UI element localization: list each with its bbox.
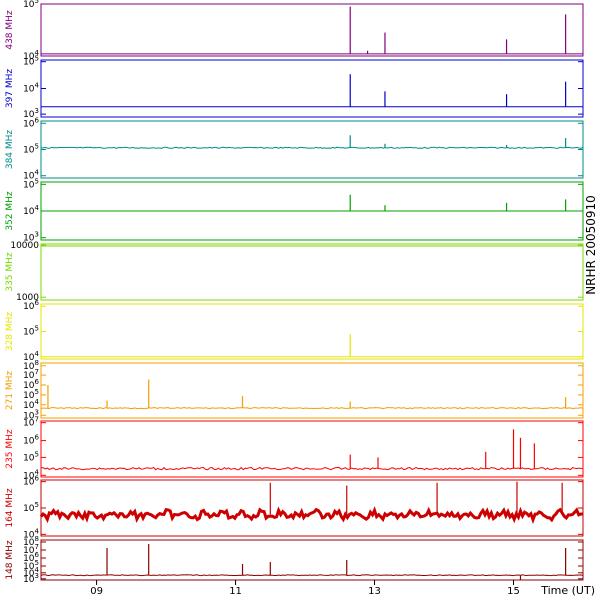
x-axis-label: Time (UT)	[540, 584, 595, 597]
x-tick-label: 09	[90, 586, 103, 597]
panel-label: 352 MHz	[5, 191, 15, 231]
y-tick-label: 104	[23, 204, 39, 217]
panel-frame	[40, 59, 584, 118]
y-tick-label: 104	[23, 82, 39, 95]
panel-frame	[40, 303, 584, 360]
panel-frame	[40, 3, 584, 57]
y-tick-label: 1000	[16, 293, 39, 303]
panel-label: 335 MHz	[5, 252, 15, 292]
x-tick-label: 15	[507, 586, 520, 597]
panel-label: 271 MHz	[5, 371, 15, 411]
panel-label: 328 MHz	[5, 312, 15, 352]
series-trace	[40, 407, 584, 410]
panel-frame	[40, 243, 584, 301]
series-trace	[40, 146, 584, 149]
panel-frame	[40, 120, 584, 179]
series-trace	[40, 574, 584, 577]
panel-label: 148 MHz	[5, 540, 15, 580]
series-trace	[39, 506, 583, 525]
panel-label: 438 MHz	[5, 10, 15, 50]
panel-frame	[40, 362, 584, 419]
x-tick-label: 13	[368, 586, 381, 597]
y-tick-label: 105	[23, 0, 39, 10]
x-tick-label: 11	[229, 586, 242, 597]
y-tick-label: 105	[23, 450, 39, 463]
series-trace	[40, 466, 584, 471]
panel-frame	[40, 479, 584, 537]
y-tick-label: 105	[23, 143, 39, 156]
y-tick-label: 106	[23, 434, 39, 447]
panel-label: 397 MHz	[5, 69, 15, 109]
panel-frame	[40, 420, 584, 478]
panel-label: 164 MHz	[5, 488, 15, 528]
panel-label: 384 MHz	[5, 130, 15, 170]
y-tick-label: 105	[23, 501, 39, 514]
side-label: NRHR 20050910	[584, 195, 598, 295]
panel-label: 235 MHz	[5, 429, 15, 469]
y-tick-label: 105	[23, 325, 39, 338]
panel-frame	[40, 539, 584, 581]
y-tick-label: 10000	[10, 241, 39, 251]
